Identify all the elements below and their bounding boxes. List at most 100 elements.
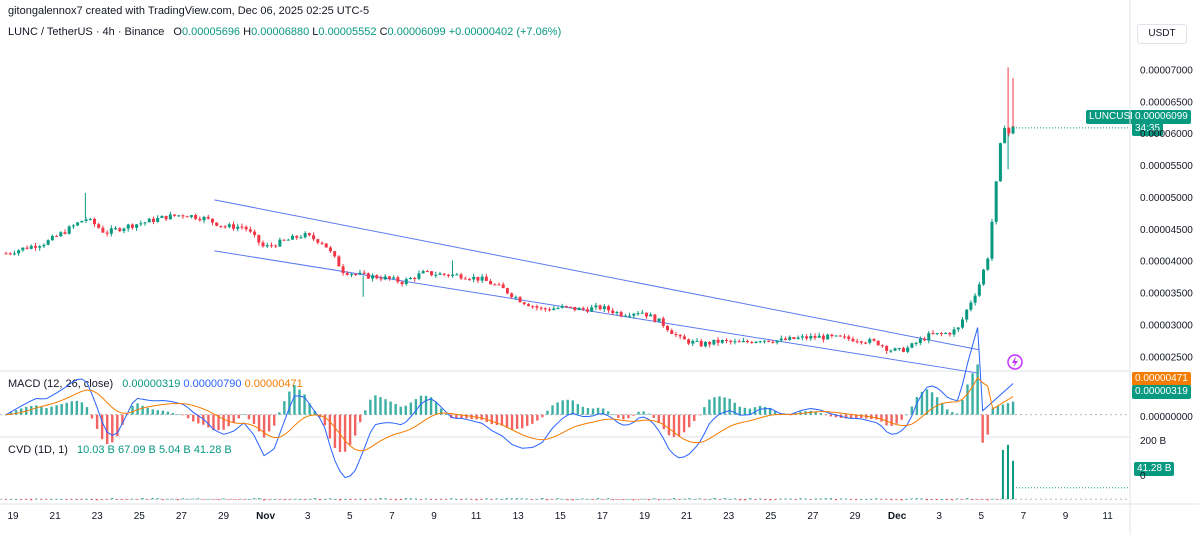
candle-body: [771, 341, 775, 343]
cvd-bar: [505, 498, 508, 500]
cvd-bar: [617, 499, 620, 500]
macd-hist-bar: [116, 414, 119, 437]
candle-body: [446, 274, 450, 276]
time-tick-label: 5: [347, 511, 353, 522]
cvd-bar: [642, 498, 645, 500]
cvd-bar: [40, 499, 43, 500]
candle-body: [733, 341, 737, 343]
cvd-bar: [20, 499, 23, 500]
cvd-bar: [399, 499, 402, 501]
macd-hist-bar: [738, 406, 741, 415]
candle-body: [952, 329, 956, 335]
macd-legend: MACD (12, 26, close) 0.00000319 0.000007…: [8, 378, 303, 390]
candle-body: [261, 242, 265, 247]
time-tick-label: 23: [92, 511, 104, 522]
cvd-bar: [526, 498, 529, 500]
candle-body: [569, 306, 573, 308]
cvd-value-3: 5.04 B: [158, 444, 191, 456]
cvd-bar: [592, 499, 595, 500]
candle-body: [640, 312, 644, 314]
candle-body: [455, 274, 459, 276]
candle-body: [316, 239, 320, 243]
candle-body: [767, 340, 771, 342]
candle-body: [219, 225, 223, 227]
time-tick-label: 9: [431, 511, 437, 522]
time-tick-label: Dec: [888, 511, 907, 522]
cvd-bar: [784, 498, 787, 500]
cvd-bar: [232, 499, 235, 500]
macd-hist-bar: [379, 397, 382, 415]
cvd-bar: [460, 499, 463, 501]
channel-upper-line[interactable]: [214, 199, 979, 351]
cvd-bar: [910, 498, 913, 500]
candle-body: [594, 305, 598, 308]
macd-hist-bar: [728, 398, 731, 415]
macd-label[interactable]: MACD (12, 26, close): [8, 378, 114, 390]
candle-body: [337, 256, 341, 267]
macd-hist-bar: [849, 414, 853, 419]
cvd-bar: [177, 499, 180, 501]
cvd-bar: [15, 499, 18, 500]
macd-hist-bar: [566, 399, 569, 415]
candle-body: [383, 276, 387, 280]
macd-hist-bar: [490, 414, 494, 425]
candle-body: [796, 337, 800, 339]
currency-unit-button[interactable]: USDT: [1137, 24, 1187, 44]
price-tick-label: 0.00003500: [1140, 289, 1193, 300]
candle-body: [619, 312, 623, 317]
macd-hist-bar: [298, 389, 301, 415]
macd-hist-bar: [267, 414, 271, 432]
candle-body: [729, 340, 733, 342]
candle-body: [126, 224, 130, 229]
cvd-bar: [450, 498, 453, 500]
cvd-bar: [222, 498, 225, 500]
candle-body: [813, 335, 817, 338]
macd-hist-bar: [273, 414, 276, 426]
flash-icon[interactable]: [1007, 354, 1023, 370]
macd-hist-bar: [45, 408, 48, 415]
macd-hist-bar: [693, 414, 696, 421]
macd-hist-bar: [278, 412, 281, 415]
cvd-bar: [794, 499, 797, 500]
cvd-bar: [470, 499, 473, 500]
main-legend: LUNC / TetherUS · 4h · Binance O0.000056…: [8, 26, 561, 38]
candle-body: [413, 277, 417, 279]
channel-lower-line[interactable]: [214, 250, 979, 374]
macd-hist-bar: [288, 391, 291, 415]
candle-body: [893, 348, 897, 351]
candle-body: [986, 258, 990, 270]
cvd-bar: [308, 498, 311, 500]
macd-hist-bar: [596, 407, 600, 415]
cvd-bar: [561, 498, 564, 500]
price-tick-label: 0.00003000: [1140, 320, 1193, 331]
macd-hist-bar: [940, 403, 944, 415]
cvd-bar: [920, 498, 923, 500]
cvd-bar: [202, 499, 205, 500]
cvd-label[interactable]: CVD (1D, 1): [8, 444, 68, 456]
cvd-bar: [141, 498, 144, 500]
candle-body: [539, 307, 543, 309]
macd-hist-bar: [171, 412, 175, 415]
cvd-bar: [769, 499, 772, 501]
candle-body: [404, 279, 408, 285]
macd-hist-bar: [399, 406, 402, 415]
macd-hist-bar: [834, 414, 838, 418]
candle-body: [994, 181, 998, 222]
macd-hist-bar: [632, 414, 635, 416]
time-tick-label: 29: [218, 511, 230, 522]
descending-channel[interactable]: [214, 199, 979, 374]
open-value: 0.00005696: [181, 26, 241, 38]
cvd-bar: [951, 499, 954, 501]
cvd-bar: [430, 499, 433, 500]
symbol-label[interactable]: LUNC / TetherUS · 4h · Binance: [8, 26, 165, 38]
cvd-bar: [541, 498, 544, 500]
macd-line: [5, 327, 1014, 479]
candle-body: [236, 226, 240, 229]
candle-body: [510, 293, 514, 298]
candle-body: [76, 222, 80, 226]
cvd-bar: [414, 498, 417, 500]
macd-hist-bar: [951, 412, 954, 415]
macd-hist-bar: [35, 405, 38, 415]
countdown-tag: 34:35: [1132, 122, 1164, 136]
